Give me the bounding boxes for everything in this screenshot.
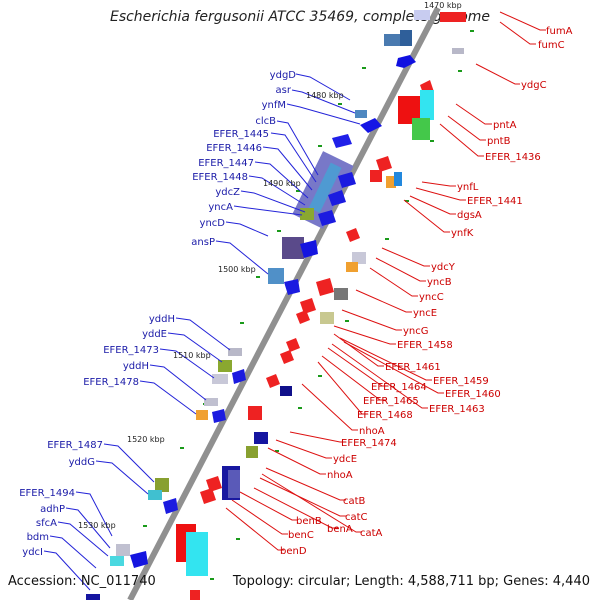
tick-label: 1470 kbp: [424, 1, 462, 10]
gene-label: EFER_1473: [103, 345, 159, 356]
gene-label: asr: [276, 85, 292, 96]
gene-label: nhoA: [359, 426, 385, 437]
gene-label: EFER_1441: [467, 196, 523, 207]
gene-label: yncA: [208, 202, 233, 213]
gene-label: ydcY: [431, 262, 456, 273]
gene-label: yncB: [427, 277, 452, 288]
gene-label: EFER_1463: [429, 404, 485, 415]
right-connectors: [225, 11, 546, 551]
gene-label: ansP: [191, 237, 215, 248]
tick-label: 1530 kbp: [78, 521, 116, 530]
gene-label: EFER_1446: [206, 143, 262, 154]
gene-label: yddH: [123, 361, 149, 372]
gene-label: benB: [296, 516, 322, 527]
gene-label: bdm: [27, 532, 49, 543]
gene-label: fumA: [546, 26, 573, 37]
accession-text: Accession: NC_011740: [8, 574, 156, 589]
gene-label: benC: [288, 530, 314, 541]
gene-label: yncG: [403, 326, 429, 337]
gene-label: ynfL: [457, 182, 479, 193]
tick-label: 1510 kbp: [173, 351, 211, 360]
topology-text: Topology: circular; Length: 4,588,711 bp…: [232, 574, 590, 589]
tick-label: 1480 kbp: [306, 91, 344, 100]
gene-label: adhP: [40, 504, 65, 515]
right-features: [176, 12, 466, 600]
gene-label: pntB: [487, 136, 511, 147]
gene-label: ydgC: [521, 80, 547, 91]
left-features: [86, 10, 430, 600]
tick-label: 1500 kbp: [218, 265, 256, 274]
tick-label: 1520 kbp: [127, 435, 165, 444]
gene-label: EFER_1465: [363, 396, 419, 407]
gene-label: EFER_1460: [445, 389, 501, 400]
genome-title: Escherichia fergusonii ATCC 35469, compl…: [109, 9, 491, 25]
gene-label: EFER_1458: [397, 340, 453, 351]
gene-label: EFER_1459: [433, 376, 489, 387]
gene-label: benD: [280, 546, 307, 557]
gene-label: yncD: [200, 218, 226, 229]
gene-label: benA: [327, 524, 353, 535]
gene-label: EFER_1445: [213, 129, 269, 140]
gene-label: dgsA: [457, 210, 482, 221]
gene-label: EFER_1461: [385, 362, 441, 373]
gene-label: catA: [360, 528, 383, 539]
left-gene-labels: ydgD asr ynfM clcB EFER_1445 EFER_1446 E…: [19, 70, 296, 558]
tick-label: 1490 kbp: [263, 179, 301, 188]
gene-label: clcB: [255, 116, 276, 127]
gene-label: EFER_1447: [198, 158, 254, 169]
gene-label: ydcE: [333, 454, 357, 465]
gene-label: EFER_1436: [485, 152, 541, 163]
genome-backbone: [127, 6, 441, 600]
gene-label: nhoA: [327, 470, 353, 481]
gene-label: ydcI: [22, 547, 43, 558]
right-gene-labels: fumA fumC ydgC pntA pntB EFER_1436 ynfL …: [280, 26, 573, 557]
gene-label: pntA: [493, 120, 517, 131]
gene-label: EFER_1494: [19, 488, 75, 499]
gene-label: yddH: [149, 314, 175, 325]
gene-label: catB: [343, 496, 366, 507]
gene-label: yncE: [413, 308, 437, 319]
gene-label: ynfM: [262, 100, 286, 111]
gene-label: EFER_1448: [192, 172, 248, 183]
gene-label: ynfK: [451, 228, 474, 239]
gene-label: EFER_1487: [47, 440, 103, 451]
gene-label: yddG: [69, 457, 95, 468]
gene-label: fumC: [538, 40, 565, 51]
gene-label: EFER_1474: [341, 438, 397, 449]
gene-label: EFER_1478: [83, 377, 139, 388]
gene-label: catC: [345, 512, 368, 523]
gene-label: yncC: [419, 292, 444, 303]
gene-label: EFER_1468: [357, 410, 413, 421]
gene-label: sfcA: [36, 518, 57, 529]
gene-label: ydgD: [270, 70, 297, 81]
left-connectors: [43, 73, 361, 591]
gene-label: ydcZ: [215, 187, 240, 198]
gene-label: yddE: [142, 329, 167, 340]
gene-label: EFER_1464: [371, 382, 427, 393]
